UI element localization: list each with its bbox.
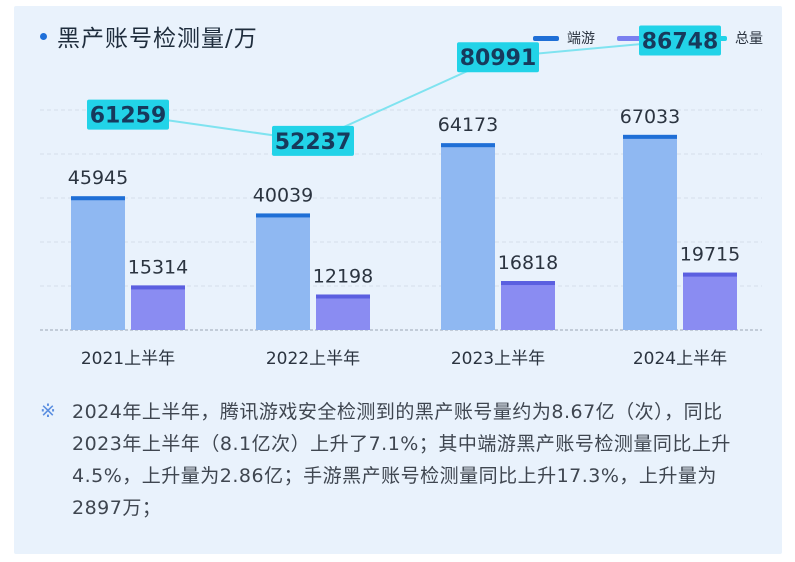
data-label-total: 86748 (642, 29, 719, 54)
data-label-total: 80991 (460, 46, 537, 71)
chart-header: 黑产账号检测量/万 (40, 22, 258, 52)
bar-mobile (316, 294, 370, 330)
data-label-mobile: 16818 (498, 252, 558, 274)
title-bullet-icon (40, 32, 47, 40)
chart-title: 黑产账号检测量/万 (57, 26, 258, 52)
data-label-mobile: 12198 (313, 265, 373, 287)
bar-mobile-cap (316, 294, 370, 299)
legend-label-total: 总量 (735, 31, 763, 47)
legend-swatch-pc (533, 35, 559, 41)
x-tick-label: 2024上半年 (633, 349, 727, 369)
bar-pc-cap (71, 196, 125, 201)
bar-pc-cap (441, 143, 495, 148)
bar-mobile (131, 285, 185, 330)
data-label-pc: 67033 (620, 106, 680, 128)
total-label-box (87, 99, 169, 130)
note-text: 2024年上半年，腾讯游戏安全检测到的黑产账号量约为8.67亿（次），同比202… (72, 401, 731, 519)
data-label-total: 61259 (90, 104, 167, 129)
x-tick-label: 2022上半年 (266, 349, 360, 369)
bar-pc (623, 134, 677, 330)
total-label-box (272, 125, 354, 156)
data-label-mobile: 19715 (680, 244, 740, 266)
bar-pc-cap (256, 213, 310, 218)
chart-plot: 45945 15314 2021上半年 40039 12198 2022上半年 64173 1… (40, 25, 762, 369)
note-mark: ※ (40, 400, 56, 422)
bar-mobile (683, 272, 737, 330)
total-label-box (639, 25, 721, 56)
bar-mobile-cap (501, 281, 555, 286)
legend-swatch-mobile (617, 35, 643, 41)
bar-mobile (501, 281, 555, 330)
data-label-pc: 40039 (253, 184, 313, 206)
data-label-mobile: 15314 (128, 256, 188, 278)
bar-pc (441, 143, 495, 330)
legend-item-pc: 端游 (533, 28, 595, 48)
x-tick-label: 2023上半年 (451, 349, 545, 369)
bar-mobile-cap (683, 272, 737, 277)
bar-pc (71, 196, 125, 330)
bar-pc-cap (623, 134, 677, 139)
bar-mobile-cap (131, 285, 185, 290)
total-line (127, 39, 681, 142)
data-label-pc: 64173 (438, 114, 498, 136)
legend-label-pc: 端游 (567, 31, 595, 47)
x-tick-label: 2021上半年 (81, 349, 175, 369)
data-label-total: 52237 (275, 130, 352, 155)
data-label-pc: 45945 (68, 167, 128, 189)
total-label-box (457, 42, 539, 73)
bar-pc (256, 213, 310, 330)
